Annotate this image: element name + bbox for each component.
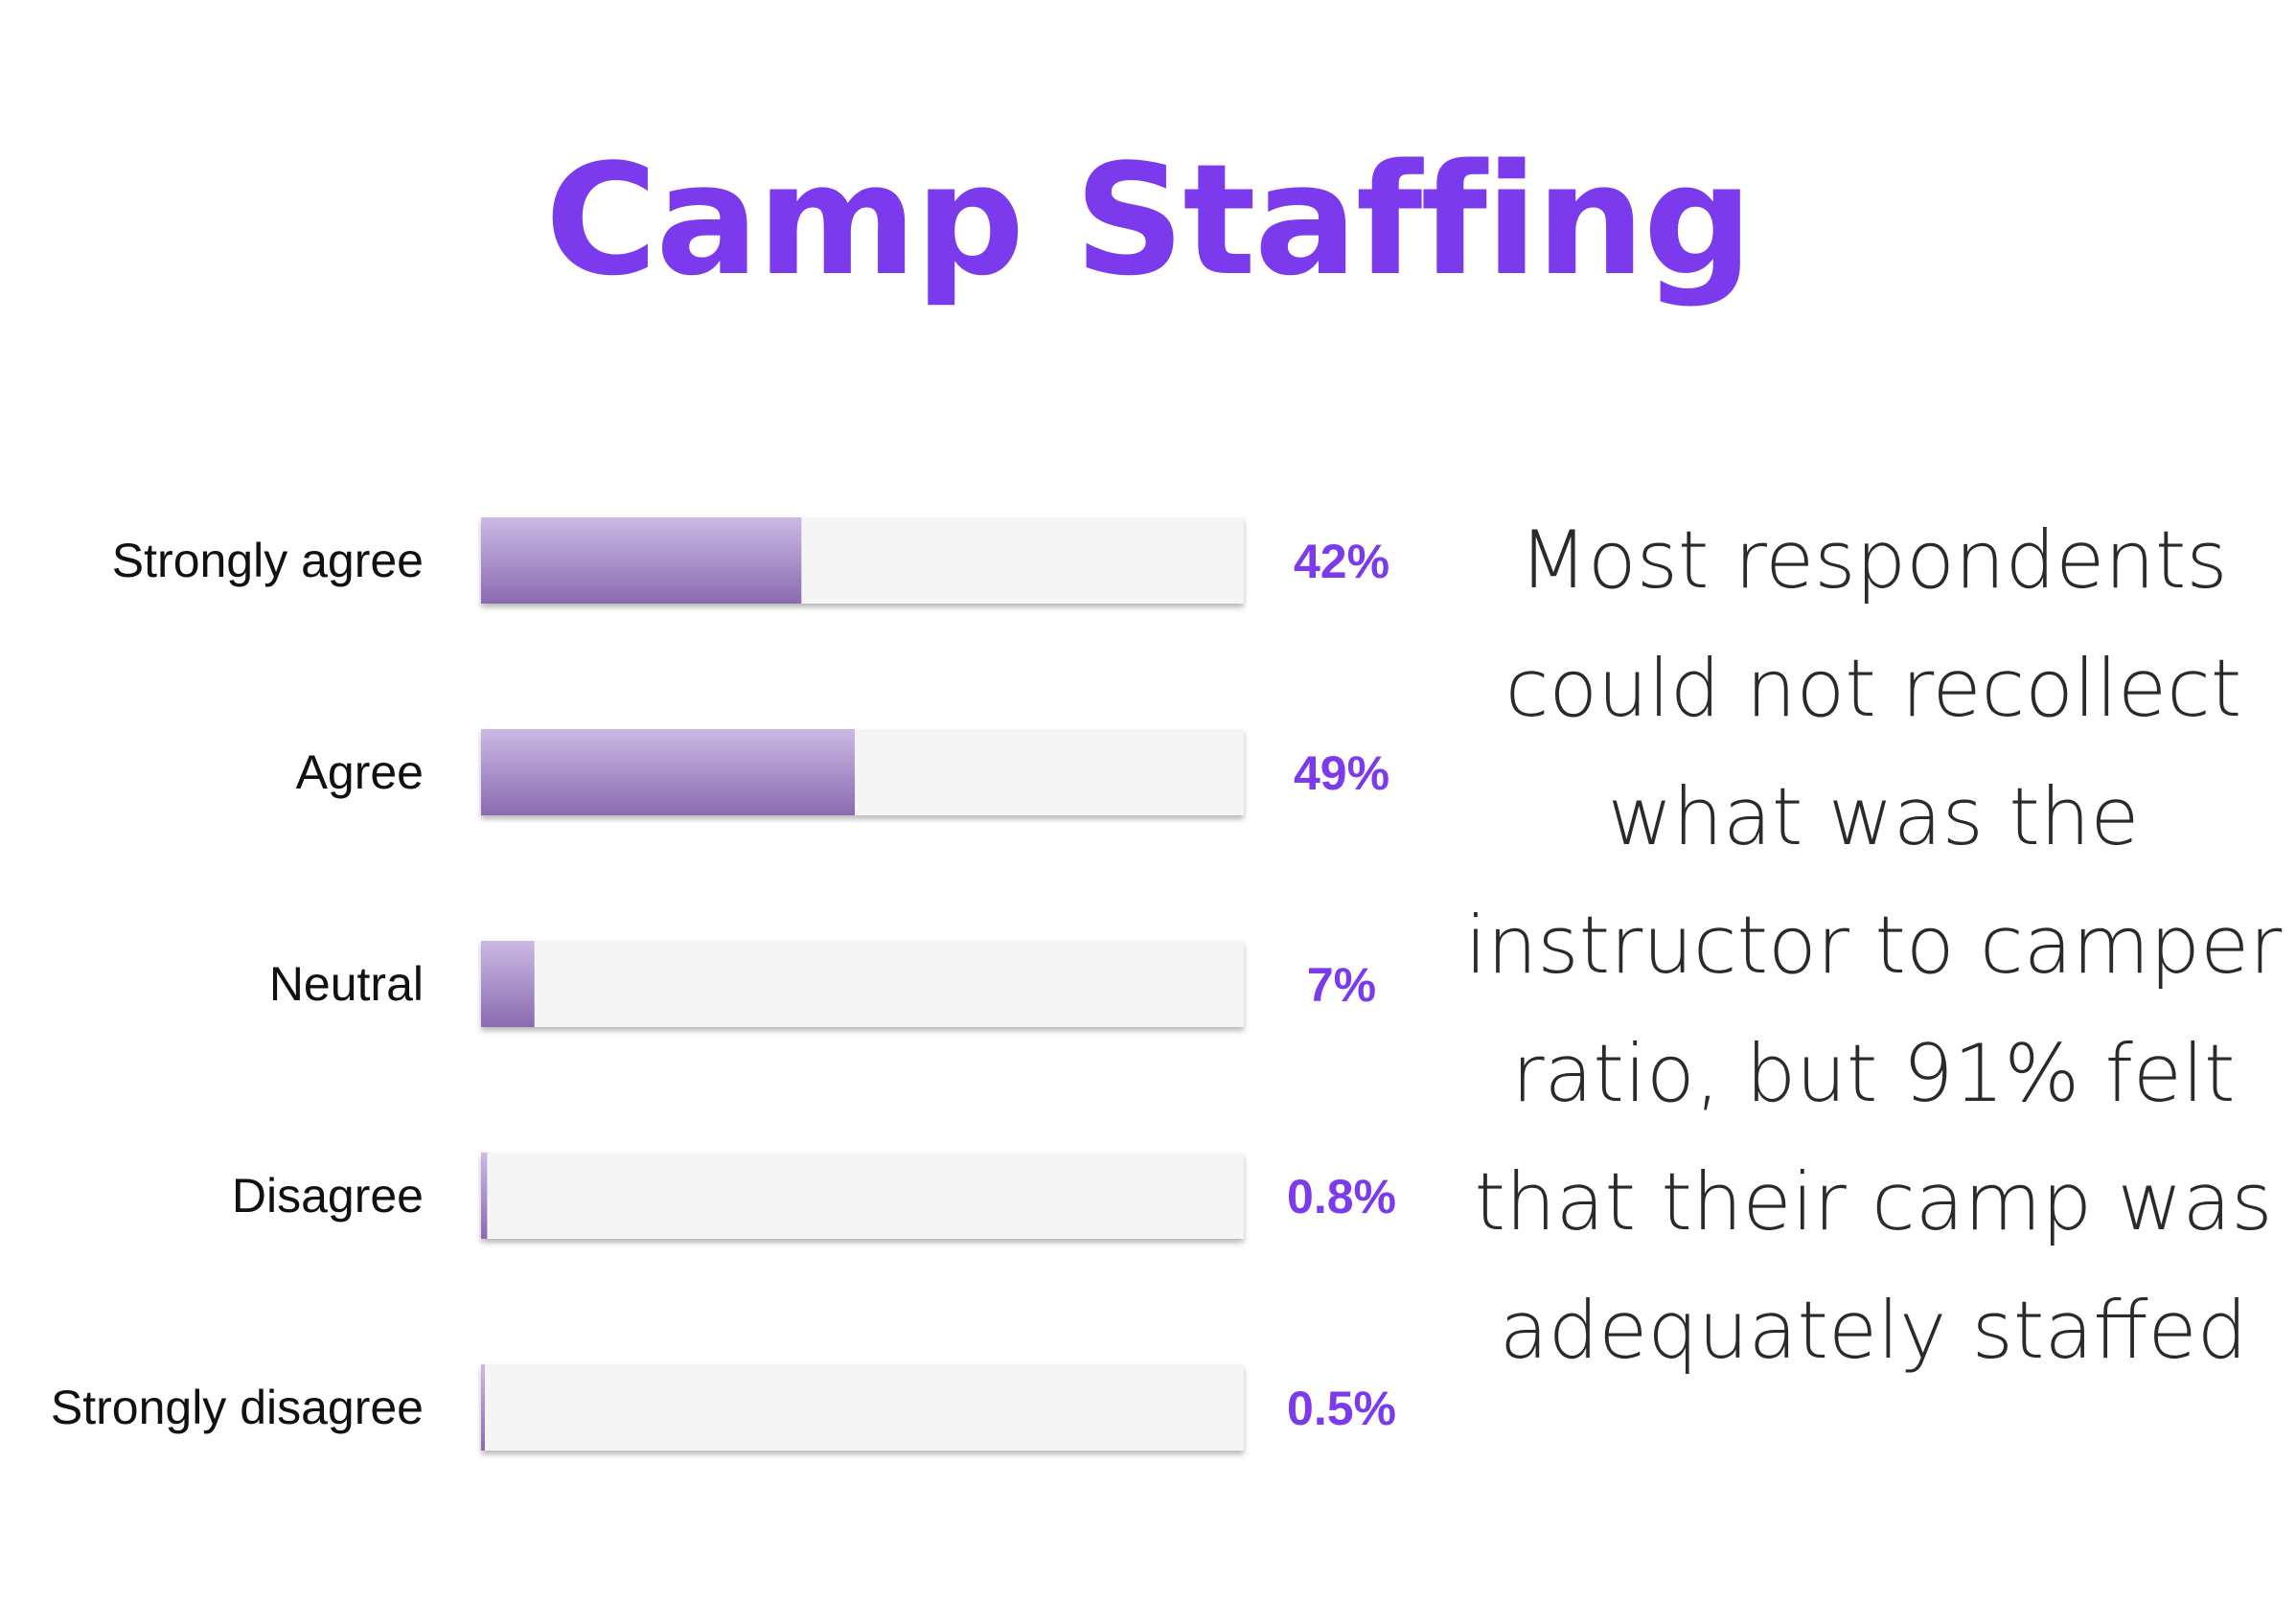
value-label-agree: 49% [1294,746,1389,800]
bar-disagree [481,1153,488,1239]
value-label-strongly-agree: 42% [1294,535,1389,588]
value-label-strongly-disagree: 0.5% [1287,1382,1396,1435]
category-label-neutral: Neutral [269,957,424,1011]
value-label-disagree: 0.8% [1287,1170,1396,1223]
category-label-strongly-agree: Strongly agree [112,534,424,587]
bar-agree [481,729,856,815]
bar-track-strongly-disagree [481,1364,1244,1451]
category-label-disagree: Disagree [232,1169,424,1223]
bar-track-disagree [481,1153,1244,1239]
bar-neutral [481,941,535,1027]
value-label-neutral: 7% [1307,958,1376,1012]
bar-track-neutral [481,941,1244,1027]
summary-note: Most respondents could not recollect wha… [1464,514,2283,1377]
bar-group: Strongly agree 42% Agree 49% Neutral 7% Disagr… [51,517,1396,1451]
bar-strongly-disagree [481,1364,485,1451]
category-label-strongly-disagree: Strongly disagree [51,1381,424,1434]
category-label-agree: Agree [296,745,424,799]
bar-strongly-agree [481,517,802,604]
chart-title: Camp Staffing [544,130,1754,309]
